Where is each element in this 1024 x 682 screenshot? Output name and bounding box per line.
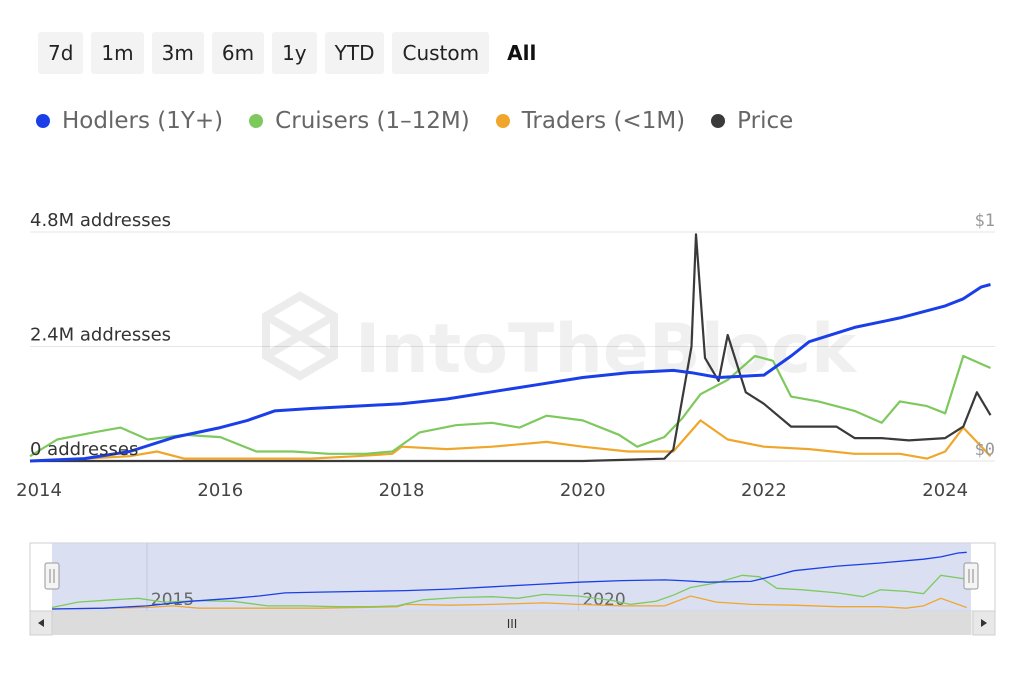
series-line-1 xyxy=(29,354,991,458)
scrollbar-thumb[interactable] xyxy=(52,611,971,635)
legend-label: Price xyxy=(737,108,794,134)
legend-item-3[interactable]: Price xyxy=(711,108,793,134)
legend-dot-icon xyxy=(711,114,726,128)
y-left-tick-label: 0 addresses xyxy=(30,439,138,460)
range-button-ytd[interactable]: YTD xyxy=(324,32,385,74)
y-left-tick-label: 4.8M addresses xyxy=(30,210,171,231)
legend-label: Hodlers (1Y+) xyxy=(62,108,224,134)
scroll-left-arrow-icon[interactable] xyxy=(29,610,53,636)
chart-legend: Hodlers (1Y+) Cruisers (1–12M) Traders (<1… xyxy=(36,108,793,134)
legend-item-0[interactable]: Hodlers (1Y+) xyxy=(36,108,223,134)
legend-item-1[interactable]: Cruisers (1–12M) xyxy=(249,108,470,134)
y-left-tick-label: 2.4M addresses xyxy=(30,325,171,346)
y-right-tick-label: $1 xyxy=(975,211,995,231)
legend-dot-icon xyxy=(249,114,264,128)
navigator-right-handle[interactable] xyxy=(963,562,979,590)
range-selector: 7d 1m 3m 6m 1y YTD Custom All xyxy=(38,32,546,74)
legend-dot-icon xyxy=(495,114,510,128)
scroll-right-arrow-icon[interactable] xyxy=(972,610,996,636)
range-button-1y[interactable]: 1y xyxy=(272,32,317,74)
x-tick-label: 2014 xyxy=(16,480,62,501)
watermark-text: IntoTheBlock xyxy=(355,310,858,389)
navigator-series-2 xyxy=(51,595,967,610)
y-right-tick-label: $0 xyxy=(975,440,995,460)
series-line-0 xyxy=(29,283,991,463)
x-tick-label: 2024 xyxy=(922,480,968,501)
navigator-label: 2015 xyxy=(151,590,194,610)
legend-label: Traders (<1M) xyxy=(521,108,686,134)
watermark-layer: IntoTheBlock xyxy=(262,291,858,389)
range-button-6m[interactable]: 6m xyxy=(211,32,265,74)
navigator-series-0 xyxy=(51,551,967,610)
x-tick-label: 2018 xyxy=(379,480,425,501)
scrollbar-grip: III xyxy=(507,617,518,631)
range-button-all[interactable]: All xyxy=(507,41,537,65)
axis-layer: 0 addresses 2.4M addresses 4.8M addresses $… xyxy=(16,210,995,501)
x-tick-label: 2022 xyxy=(741,480,787,501)
series-line-2 xyxy=(29,419,992,463)
x-tick-label: 2016 xyxy=(197,480,243,501)
x-tick-label: 2020 xyxy=(560,480,606,501)
series-line-3 xyxy=(30,233,992,463)
navigator-left-handle[interactable] xyxy=(44,562,60,590)
range-button-7d[interactable]: 7d xyxy=(38,32,84,74)
range-button-custom[interactable]: Custom xyxy=(392,32,490,74)
range-button-3m[interactable]: 3m xyxy=(151,32,204,74)
legend-item-2[interactable]: Traders (<1M) xyxy=(495,108,686,134)
watermark-logo-icon xyxy=(262,291,338,381)
range-button-1m[interactable]: 1m xyxy=(91,32,144,74)
legend-label: Cruisers (1–12M) xyxy=(275,108,470,134)
navigator-series-1 xyxy=(51,574,967,609)
legend-dot-icon xyxy=(36,114,50,128)
series-layer xyxy=(29,233,992,463)
